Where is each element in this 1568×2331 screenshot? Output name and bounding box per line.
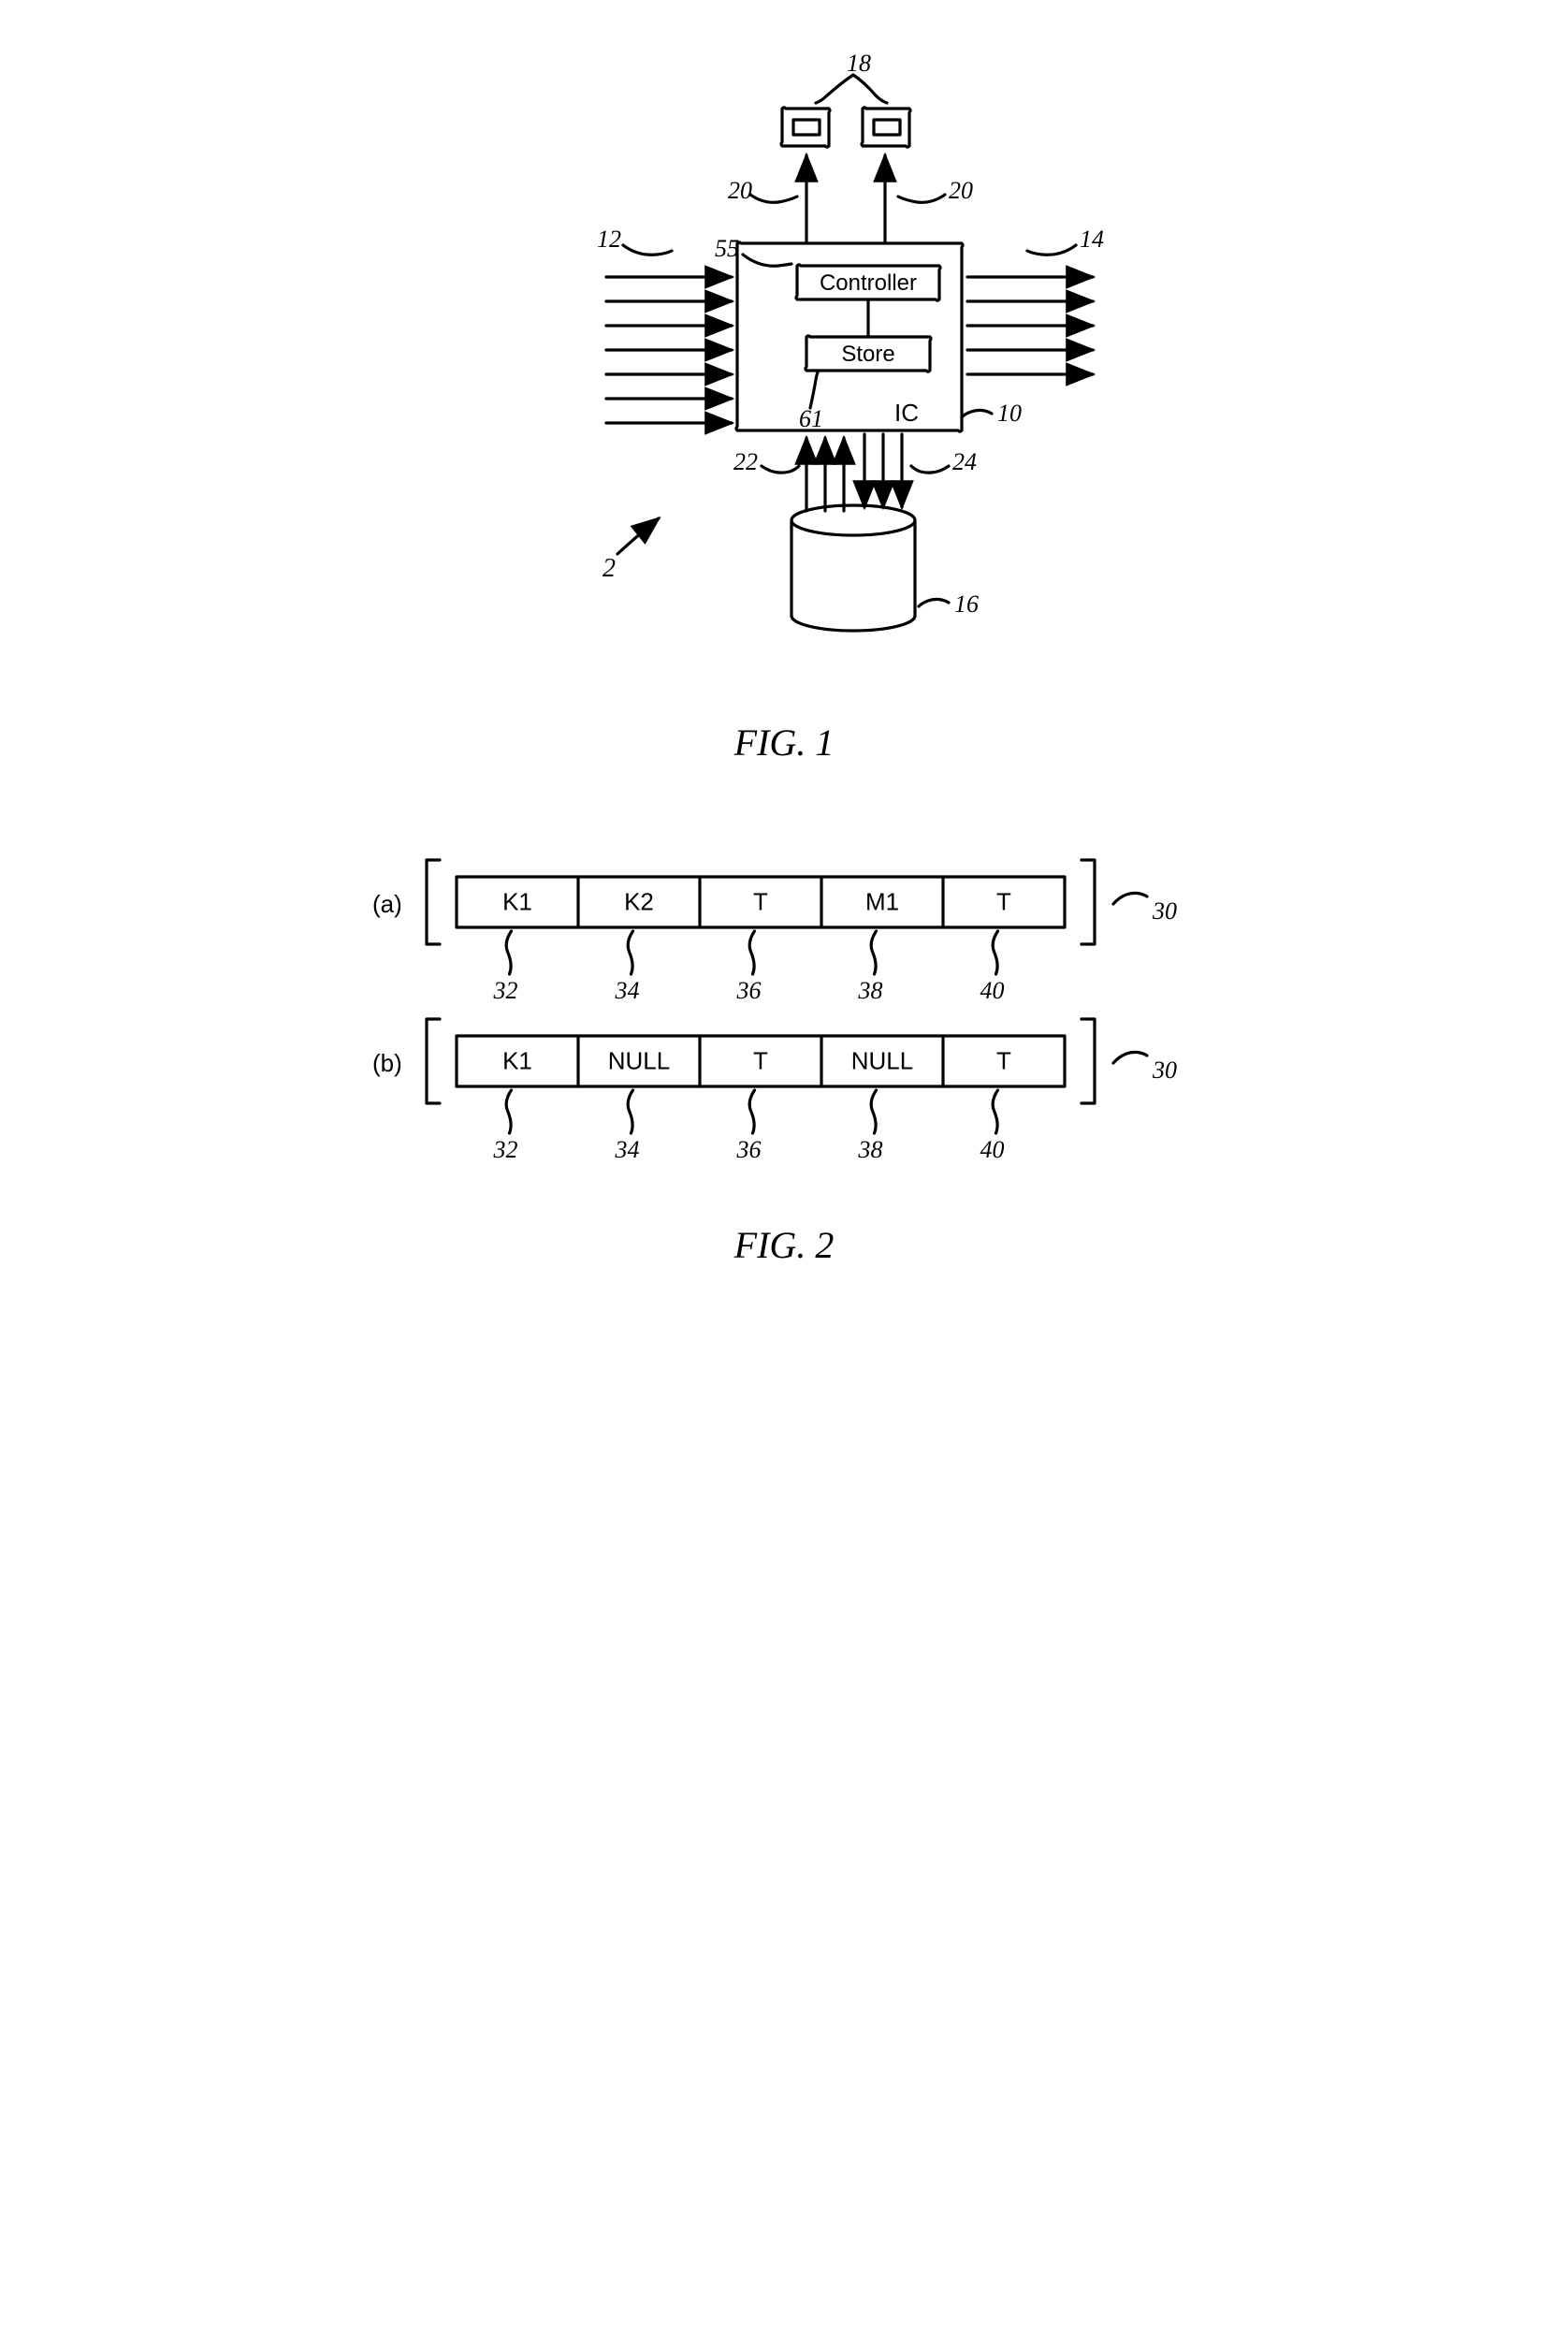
cell-ref: 36	[736, 1136, 762, 1163]
row-ref: 30	[1152, 1056, 1177, 1084]
ref-24: 24	[952, 448, 977, 475]
ic-label: IC	[894, 399, 919, 427]
ref-squiggle	[628, 1090, 632, 1133]
bracket-left	[427, 1019, 440, 1103]
ref-squiggle	[749, 1090, 754, 1133]
db-up-arrows	[806, 438, 844, 511]
bracket-left	[427, 860, 440, 944]
ref-squiggle	[993, 931, 997, 974]
ref-55-leader	[743, 255, 791, 266]
cell-ref: 40	[980, 977, 1005, 1004]
ref-14: 14	[1080, 226, 1104, 253]
ref-10-leader	[963, 410, 992, 416]
ref-14-leader	[1027, 245, 1076, 255]
ref-61-leader	[810, 372, 818, 408]
cell-value: K1	[502, 1047, 532, 1075]
ref-22-leader	[762, 466, 799, 473]
figure-1-caption: FIG. 1	[316, 721, 1252, 765]
ref-18-leader	[816, 75, 887, 103]
display-box-right	[862, 108, 910, 147]
cell-ref: 40	[980, 1136, 1005, 1163]
figure-1-svg: 18 20 20 IC Controller Store 55 61 10	[428, 37, 1140, 711]
ref-12: 12	[597, 226, 621, 253]
row-ref-leader	[1113, 1052, 1147, 1063]
cell-ref: 32	[493, 977, 518, 1004]
cell-ref: 36	[736, 977, 762, 1004]
figure-2-container: (a) K1 32 K2 34 T 36 M1 38 T 40 30 (b) K1 32 NULL 34 T 36 N…	[316, 821, 1252, 1267]
ref-10: 10	[997, 400, 1022, 427]
cell-value: NULL	[851, 1047, 913, 1075]
ref-16-leader	[919, 599, 949, 606]
ref-squiggle	[871, 1090, 876, 1133]
bracket-right	[1082, 860, 1095, 944]
ref-squiggle	[993, 1090, 997, 1133]
cell-value: T	[996, 888, 1011, 916]
ref-18: 18	[847, 50, 871, 77]
cell-value: M1	[865, 888, 899, 916]
cell-value: K2	[624, 888, 654, 916]
store-label: Store	[841, 342, 894, 367]
cell-value: K1	[502, 888, 532, 916]
ref-2: 2	[603, 554, 616, 583]
cell-ref: 34	[615, 1136, 640, 1163]
right-output-arrows	[967, 277, 1093, 374]
controller-label: Controller	[820, 270, 917, 296]
cell-value: NULL	[608, 1047, 670, 1075]
bracket-right	[1082, 1019, 1095, 1103]
ref-squiggle	[871, 931, 876, 974]
row-ref: 30	[1152, 897, 1177, 925]
ref-22: 22	[733, 448, 758, 475]
db-down-arrows	[864, 434, 902, 507]
figure-2-svg: (a) K1 32 K2 34 T 36 M1 38 T 40 30 (b) K1 32 NULL 34 T 36 N…	[316, 821, 1252, 1214]
ref-20-left: 20	[728, 177, 752, 204]
ref-20-right: 20	[949, 177, 973, 204]
ref-12-leader	[623, 245, 672, 255]
left-input-arrows	[606, 277, 732, 423]
ref-20-left-leader	[750, 195, 797, 202]
cell-value: T	[753, 888, 768, 916]
figure-2-caption: FIG. 2	[316, 1223, 1252, 1267]
ref-squiggle	[749, 931, 754, 974]
cell-ref: 38	[858, 977, 883, 1004]
ref-2-arrow	[617, 518, 659, 554]
ref-16: 16	[954, 590, 979, 618]
database-cylinder	[791, 505, 915, 631]
row-prefix: (a)	[372, 890, 402, 918]
cell-ref: 38	[858, 1136, 883, 1163]
ref-20-right-leader	[898, 195, 945, 202]
cell-value: T	[753, 1047, 768, 1075]
row-ref-leader	[1113, 893, 1147, 904]
row-prefix: (b)	[372, 1049, 402, 1077]
ref-24-leader	[911, 466, 949, 473]
ref-squiggle	[506, 931, 511, 974]
ref-squiggle	[628, 931, 632, 974]
figure-1-container: 18 20 20 IC Controller Store 55 61 10	[316, 37, 1252, 765]
ref-55: 55	[715, 235, 739, 262]
ref-61: 61	[799, 405, 823, 432]
display-box-left	[781, 108, 830, 147]
cell-ref: 34	[615, 977, 640, 1004]
ref-squiggle	[506, 1090, 511, 1133]
cell-ref: 32	[493, 1136, 518, 1163]
cell-value: T	[996, 1047, 1011, 1075]
